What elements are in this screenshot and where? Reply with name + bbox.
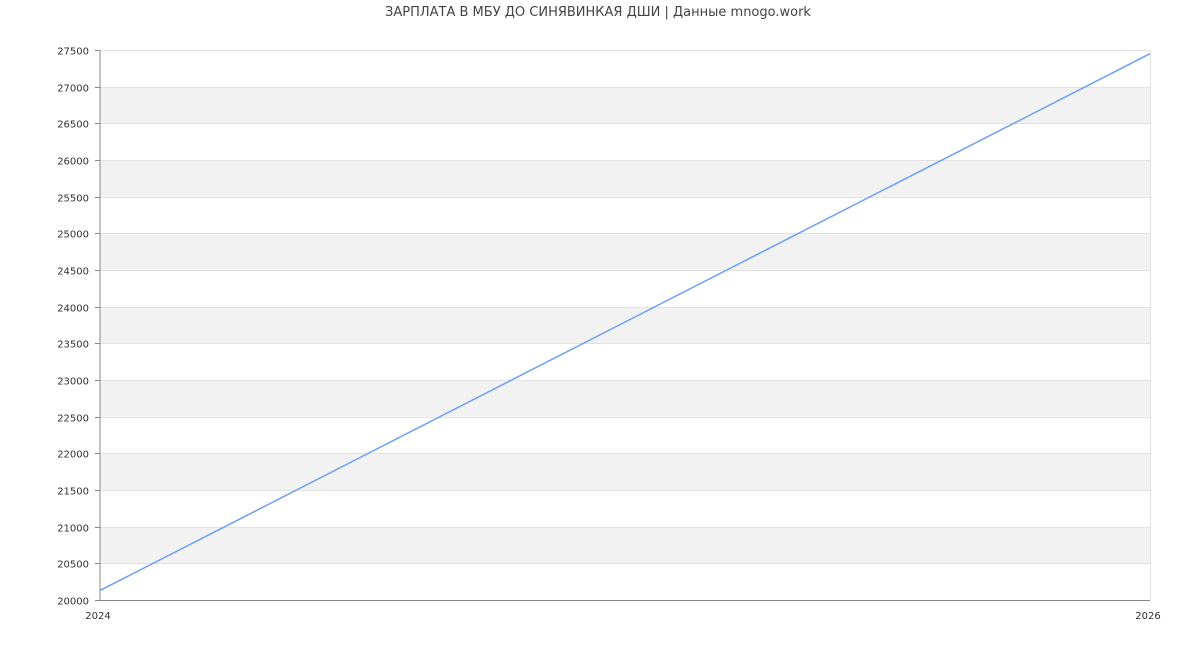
grid-band bbox=[100, 563, 1150, 600]
grid-band bbox=[100, 453, 1150, 490]
grid-band bbox=[100, 417, 1150, 454]
grid-band bbox=[100, 233, 1150, 270]
y-tick-label: 24000 bbox=[57, 304, 89, 315]
y-tick-label: 20000 bbox=[57, 597, 89, 608]
y-tick-label: 21000 bbox=[57, 524, 89, 535]
y-tick-label: 26500 bbox=[57, 120, 89, 131]
y-tick-label: 21500 bbox=[57, 487, 89, 498]
x-tick-label: 2026 bbox=[1135, 611, 1160, 622]
y-tick-label: 26000 bbox=[57, 157, 89, 168]
y-tick-label: 27500 bbox=[57, 47, 89, 58]
y-tick-label: 20500 bbox=[57, 560, 89, 571]
x-tick-label: 2024 bbox=[85, 611, 110, 622]
grid-band bbox=[100, 307, 1150, 344]
y-tick-label: 25000 bbox=[57, 230, 89, 241]
grid-band bbox=[100, 197, 1150, 234]
y-tick-label: 23500 bbox=[57, 340, 89, 351]
y-tick-label: 22000 bbox=[57, 450, 89, 461]
y-tick-label: 25500 bbox=[57, 194, 89, 205]
grid-band bbox=[100, 160, 1150, 197]
grid-band bbox=[100, 343, 1150, 380]
grid-band bbox=[100, 380, 1150, 417]
chart-title: ЗАРПЛАТА В МБУ ДО СИНЯВИНКАЯ ДШИ | Данны… bbox=[385, 5, 811, 20]
grid-band bbox=[100, 270, 1150, 307]
y-tick-label: 27000 bbox=[57, 84, 89, 95]
grid-band bbox=[100, 527, 1150, 564]
grid-band bbox=[100, 123, 1150, 160]
y-tick-label: 24500 bbox=[57, 267, 89, 278]
grid-band bbox=[100, 50, 1150, 87]
grid-band bbox=[100, 87, 1150, 124]
y-tick-label: 22500 bbox=[57, 414, 89, 425]
grid-band bbox=[100, 490, 1150, 527]
y-tick-label: 23000 bbox=[57, 377, 89, 388]
